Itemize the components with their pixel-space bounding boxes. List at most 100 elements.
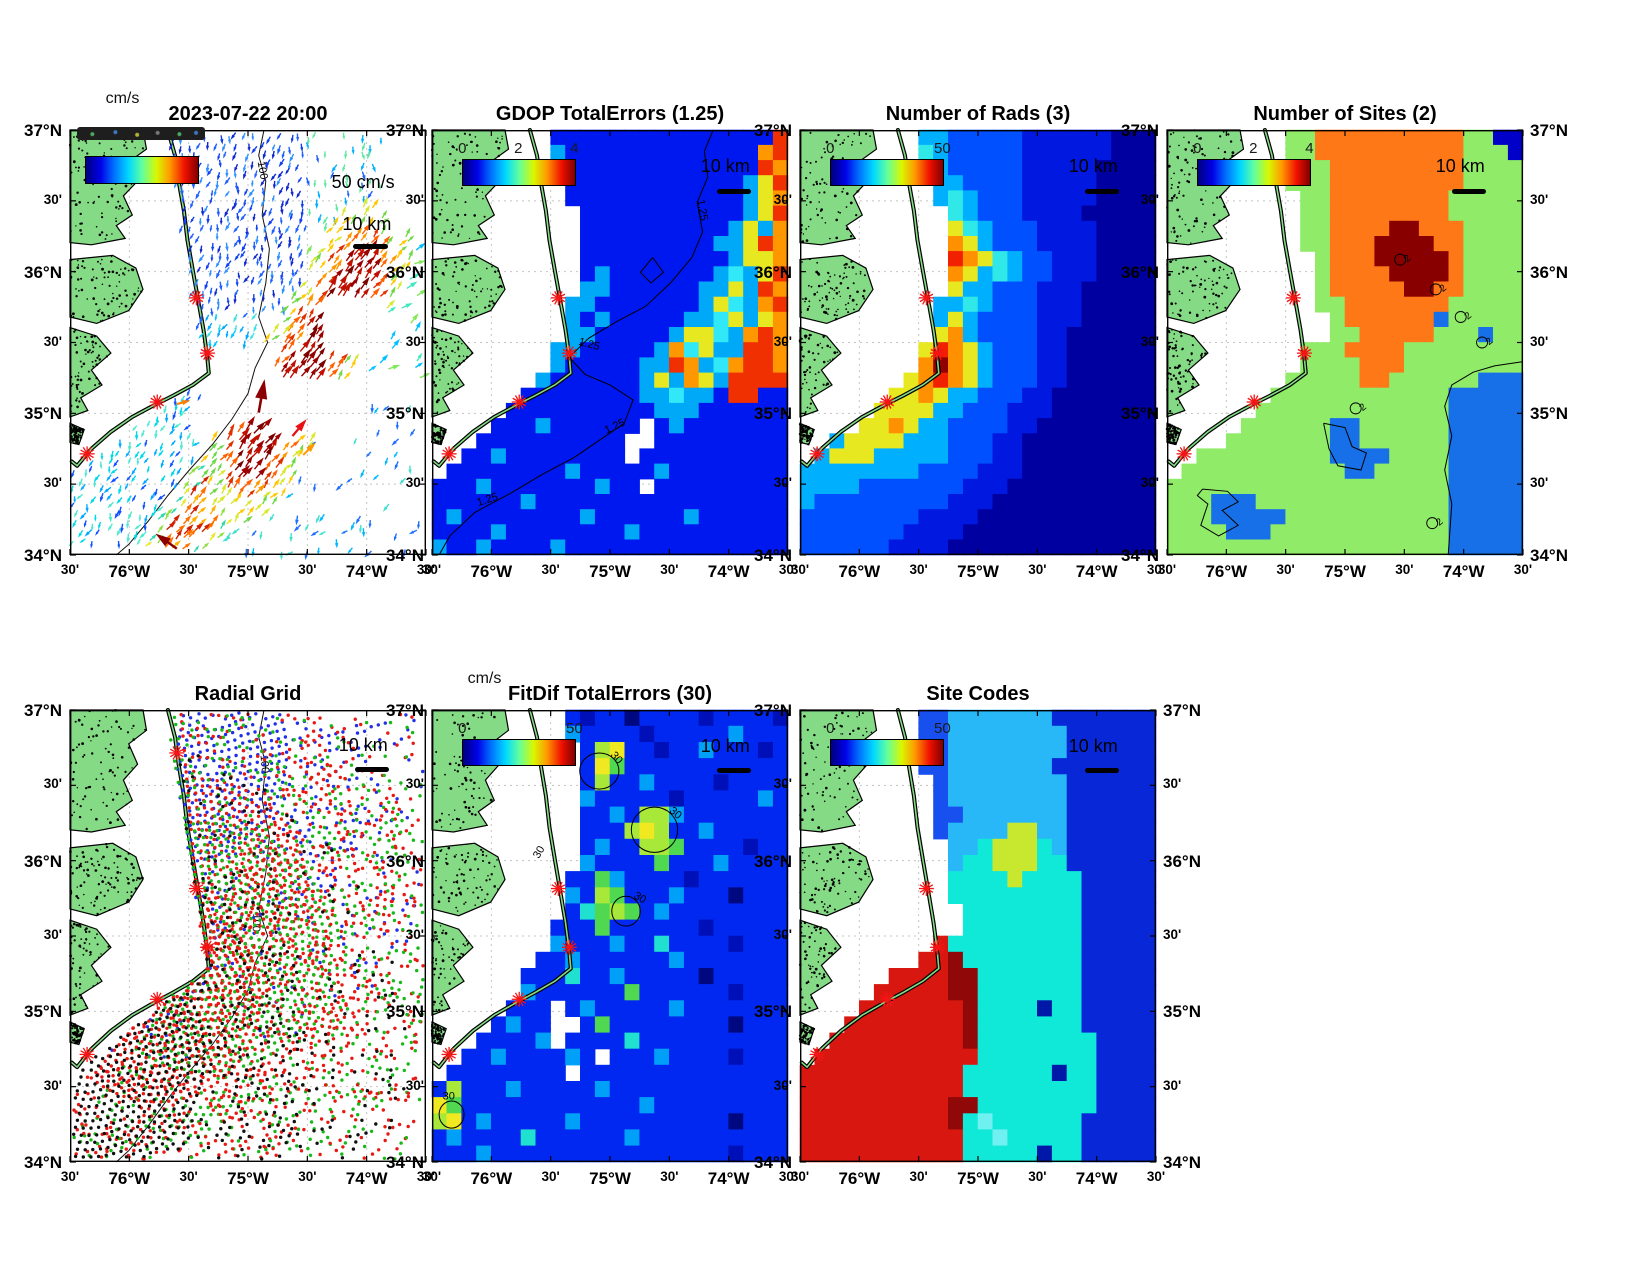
distance-scale-label: 10 km — [1068, 736, 1118, 757]
distance-scale-bar — [353, 243, 388, 249]
velocity-reference-label: 50 cm/s — [331, 171, 395, 192]
y-axis-label: 36°N — [386, 262, 424, 282]
colorbar — [462, 738, 577, 766]
y-axis-label: 37°N — [754, 121, 792, 140]
land-layer — [431, 128, 573, 468]
distance-scale-label: 10 km — [1068, 156, 1118, 177]
heatmap-layer — [799, 129, 1157, 556]
x-axis-label: 30' — [1513, 562, 1533, 577]
y-axis-label: 36°N — [24, 851, 62, 871]
y-axis-label: 35°N — [24, 1002, 62, 1022]
y-axis-label: 30' — [773, 191, 792, 207]
distance-scale-bar — [1084, 188, 1120, 194]
x-axis-label: 30' — [422, 562, 442, 577]
contour-marks: 2 2 2 2 2 2 — [1349, 253, 1496, 530]
panel-title-num-rads: Number of Rads (3) — [885, 103, 1071, 125]
map-frame — [431, 709, 789, 1163]
colorbar-tick-label: 4 — [1305, 139, 1314, 157]
current-vectors — [68, 131, 431, 561]
y-axis-label-right: 30' — [1530, 191, 1549, 207]
y-axis-label: 30' — [773, 1077, 792, 1093]
y-axis-label-right: 30' — [1163, 776, 1182, 792]
y-axis-label: 30' — [43, 776, 62, 792]
y-axis-label: 30' — [1140, 333, 1159, 349]
y-axis-label: 37°N — [386, 701, 424, 720]
y-axis-label: 36°N — [1121, 262, 1159, 282]
x-axis-label: 30' — [660, 562, 679, 577]
y-axis-label: 34°N — [24, 1153, 62, 1172]
map-panel-gdop: 1.25 1.25 1.25 1.25 — [431, 128, 789, 556]
x-axis-label: 30' — [790, 562, 810, 577]
y-axis-label-right: 36°N — [1163, 851, 1201, 871]
y-axis-label: 34°N — [386, 1153, 424, 1172]
x-axis-label: 76°W — [108, 1169, 151, 1188]
x-axis-label: 30' — [416, 1169, 436, 1184]
y-axis-label: 37°N — [754, 701, 792, 720]
svg-text:2: 2 — [1484, 336, 1496, 348]
x-axis-label: 75°W — [957, 562, 999, 581]
y-axis-label-right: 37°N — [1163, 701, 1201, 720]
colorbar-tick-label: 0 — [458, 719, 467, 737]
map-frame — [799, 709, 1157, 1163]
svg-text:2: 2 — [1434, 516, 1446, 528]
x-axis-label: 76°W — [838, 562, 881, 581]
colorbar — [1197, 158, 1312, 186]
colorbar-tick-label: 2 — [514, 139, 523, 157]
colorbar-tick-label: 0 — [826, 719, 835, 737]
x-axis-label: 76°W — [470, 1169, 513, 1188]
y-axis-label-right: 34°N — [1530, 546, 1568, 565]
radar-site-markers — [79, 745, 215, 1062]
y-axis-label: 37°N — [1121, 121, 1159, 140]
x-axis-label: 76°W — [470, 562, 513, 581]
distance-scale-bar — [716, 767, 752, 773]
y-axis-label-right: 35°N — [1163, 1002, 1201, 1022]
x-axis-label: 30' — [778, 1169, 798, 1184]
error-contours — [438, 129, 714, 556]
y-axis-label: 30' — [43, 475, 62, 491]
y-axis-label: 36°N — [754, 262, 792, 282]
y-axis-label: 30' — [43, 333, 62, 349]
y-axis-label: 36°N — [24, 262, 62, 282]
distance-scale-label: 10 km — [342, 214, 392, 235]
y-axis-label: 37°N — [24, 121, 62, 140]
map-frame — [69, 709, 427, 1163]
panel-title-num-sites: Number of Sites (2) — [1253, 103, 1437, 125]
y-axis-label: 30' — [405, 333, 424, 349]
colorbar-tick-label: 50 — [934, 719, 951, 737]
x-axis-label: 30' — [1276, 562, 1295, 577]
map-panel-fitdif: 30 30 30 30 30 — [430, 708, 789, 1163]
map-frame — [1166, 129, 1524, 556]
y-axis-label-right: 30' — [1530, 333, 1549, 349]
x-axis-label: 74°W — [707, 1169, 750, 1188]
x-axis-label: 30' — [1028, 1169, 1047, 1184]
panel-title-fitdif: FitDif TotalErrors (30) — [507, 683, 713, 705]
heatmap-layer — [1166, 129, 1524, 556]
x-axis-label: 30' — [179, 1169, 198, 1184]
y-axis-label: 34°N — [24, 546, 62, 565]
land-layer — [1165, 128, 1308, 468]
x-axis-label: 30' — [1395, 562, 1414, 577]
y-axis-label: 30' — [405, 1077, 424, 1093]
x-axis-label: 75°W — [227, 1169, 269, 1188]
y-axis-label: 35°N — [386, 404, 424, 424]
y-axis-label: 30' — [405, 776, 424, 792]
panel-title-site-codes: Site Codes — [926, 683, 1030, 705]
colorbar-tick-label: 0 — [1193, 139, 1202, 157]
radial-grid-dots — [72, 711, 425, 1161]
y-axis-label-right: 34°N — [1163, 1153, 1201, 1172]
radar-site-markers — [441, 745, 577, 1062]
x-axis-label: 30' — [660, 1169, 679, 1184]
x-axis-label: 30' — [1028, 562, 1047, 577]
y-axis-label: 30' — [43, 191, 62, 207]
y-axis-label: 35°N — [1121, 404, 1159, 424]
y-axis-label-right: 30' — [1530, 475, 1549, 491]
colorbar — [462, 158, 577, 186]
colorbar-tick-label: 0 — [458, 139, 467, 157]
x-axis-label: 74°W — [345, 562, 388, 581]
panel-title-radial-grid: Radial Grid — [194, 683, 302, 705]
y-axis-label: 30' — [43, 1077, 62, 1093]
overlapping-site-labels — [77, 127, 206, 140]
distance-scale-bar — [354, 766, 390, 772]
y-axis-label: 36°N — [754, 851, 792, 871]
